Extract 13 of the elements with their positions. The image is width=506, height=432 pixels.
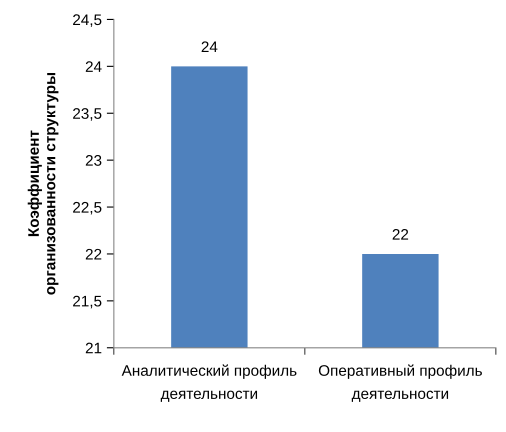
data-label: 24 (202, 41, 218, 52)
x-tick-label: Оперативный профиль деятельности (318, 364, 482, 402)
y-tick-label: 21 (86, 342, 102, 354)
y-tick-label: 22 (86, 248, 102, 260)
y-tick-label: 23,5 (73, 108, 102, 121)
data-label: 22 (392, 229, 408, 240)
y-axis-title: Коэффициент организованности структуры (28, 72, 58, 295)
y-tick-label: 22,5 (73, 202, 102, 215)
y-tick-label: 24 (86, 61, 102, 72)
x-tick-label: Аналитический профиль деятельности (122, 364, 296, 402)
y-tick-label: 21,5 (73, 296, 102, 308)
y-tick-label: 24,5 (73, 14, 102, 27)
y-tick-label: 23 (86, 155, 102, 166)
